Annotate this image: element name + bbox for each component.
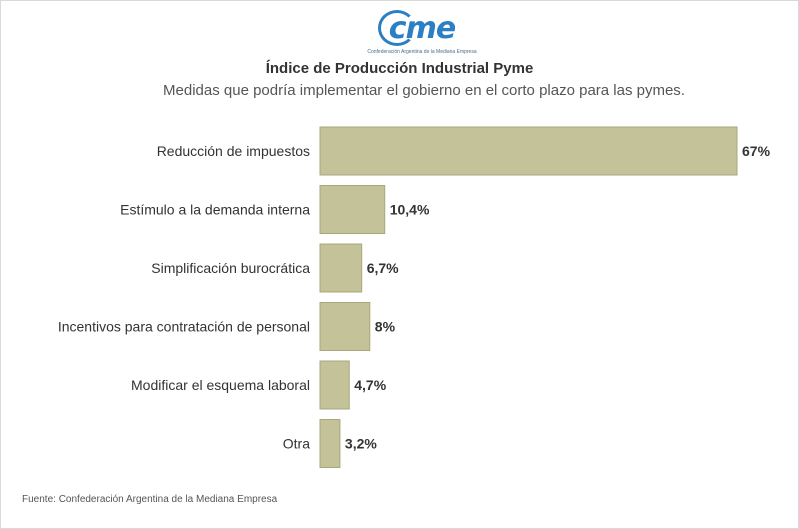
value-label-3: 8% [375,319,396,335]
value-label-1: 10,4% [390,202,430,218]
logo-wordmark: cme [388,10,456,46]
category-label-0: Reducción de impuestos [157,143,310,159]
chart-title: Índice de Producción Industrial Pyme [265,60,534,77]
category-label-1: Estímulo a la demanda interna [120,202,310,218]
logo-subtitle: Confederación Argentina de la Mediana Em… [367,49,477,55]
bar-0 [319,126,738,176]
bar-3 [319,302,371,351]
source-note: Fuente: Confederación Argentina de la Me… [22,494,278,505]
category-label-3: Incentivos para contratación de personal [58,319,310,335]
category-label-2: Simplificación burocrática [151,260,310,276]
chart-subtitle: Medidas que podría implementar el gobier… [163,82,685,99]
bar-2 [319,243,363,293]
bar-4 [319,360,350,410]
value-label-0: 67% [742,143,771,159]
logo-ring-icon [378,10,416,46]
category-label-4: Modificar el esquema laboral [131,377,310,393]
value-label-5: 3,2% [345,436,377,452]
value-label-2: 6,7% [367,260,399,276]
bar-5 [319,419,341,468]
value-label-4: 4,7% [354,377,386,393]
category-label-5: Otra [283,436,310,452]
bar-1 [319,185,386,234]
cme-logo: cme Confederación Argentina de la Median… [366,8,478,58]
